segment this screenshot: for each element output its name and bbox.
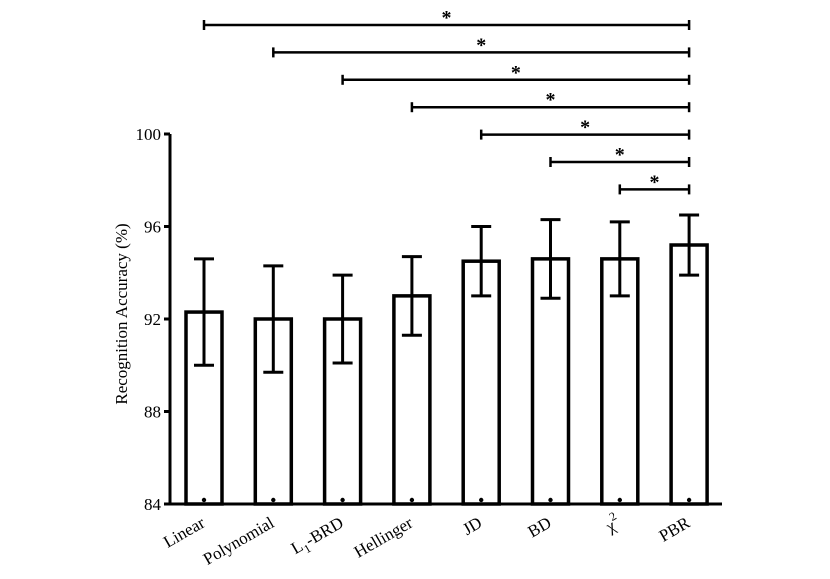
- x-tick-label: PBR: [656, 513, 694, 546]
- significance-star: *: [580, 117, 590, 139]
- x-tick-label: JD: [459, 513, 485, 539]
- x-tick-label: χ2: [599, 509, 624, 537]
- x-tick-dot: [271, 497, 276, 503]
- x-tick-label-suffix: -BRD: [302, 513, 347, 550]
- bar: [669, 243, 709, 506]
- x-tick-label-text: JD: [459, 513, 485, 539]
- x-tick-label: BD: [525, 513, 555, 541]
- x-tick-label: Hellinger: [351, 513, 416, 562]
- x-tick-label-text: Polynomial: [200, 513, 278, 569]
- x-tick-dot: [201, 497, 207, 503]
- x-tick-label-text: PBR: [656, 513, 694, 546]
- bar: [461, 259, 501, 506]
- bars: [184, 213, 709, 506]
- y-tick-label: 84: [144, 495, 162, 514]
- significance-star: *: [649, 171, 659, 193]
- significance-star: *: [511, 62, 521, 84]
- y-tick-label: 100: [136, 125, 162, 144]
- significance-star: *: [615, 144, 625, 166]
- significance-star: *: [476, 34, 486, 56]
- y-tick-label: 92: [144, 310, 161, 329]
- significance-star: *: [546, 89, 556, 111]
- x-tick-dot: [548, 497, 553, 503]
- y-tick-label: 96: [144, 218, 161, 237]
- x-tick-label-text: Hellinger: [351, 513, 416, 562]
- x-tick-dot: [686, 497, 692, 503]
- y-ticks: 84 88 92 96 100: [136, 125, 170, 514]
- x-tick-dot: [409, 497, 415, 503]
- y-tick-label: 88: [144, 403, 161, 422]
- x-tick-label-text: Linear: [160, 513, 208, 552]
- significance-star: *: [442, 7, 452, 29]
- x-tick-label: L1-BRD: [288, 513, 349, 561]
- x-tick-dot: [617, 497, 622, 503]
- x-tick-label-text: BD: [525, 513, 555, 541]
- x-tick-label: Linear: [160, 513, 208, 552]
- y-axis-label: Recognition Accuracy (%): [112, 223, 131, 404]
- x-tick-dot: [479, 497, 484, 503]
- x-tick-label: Polynomial: [200, 513, 278, 569]
- x-tick-dot: [340, 497, 345, 503]
- significance-brackets: * * * * * * *: [202, 7, 691, 195]
